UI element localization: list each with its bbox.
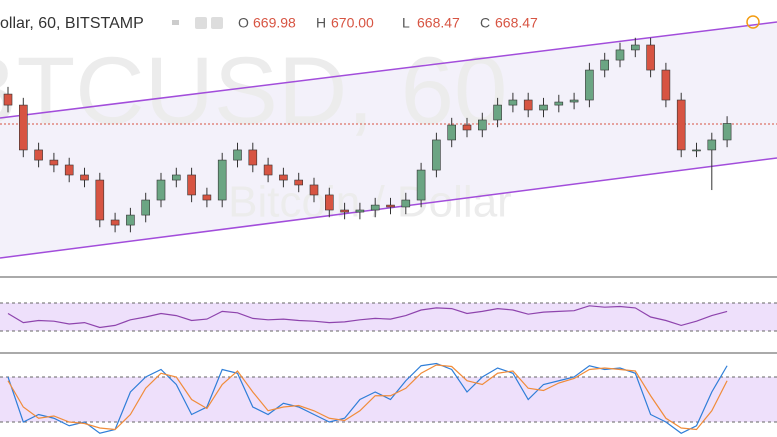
- candle-body: [34, 149, 43, 161]
- ohlc-label: L: [402, 15, 410, 31]
- candle-body: [600, 59, 610, 71]
- candle-body: [585, 69, 594, 101]
- candle-body: [477, 119, 487, 131]
- candle-body: [294, 179, 304, 186]
- indicator-line: [7, 364, 728, 431]
- candle-body: [18, 104, 28, 151]
- candle-body: [493, 104, 502, 121]
- ohlc-value: 668.47: [417, 15, 460, 31]
- channel-upper: [0, 21, 777, 119]
- candle-body: [416, 169, 426, 201]
- ohlc-label: H: [316, 15, 326, 31]
- candle-body: [141, 199, 150, 216]
- candle-body: [676, 99, 686, 151]
- ohlc-label: O: [238, 15, 249, 31]
- ohlc-value: 669.98: [253, 15, 296, 31]
- candle-body: [370, 204, 380, 211]
- candle-body: [263, 164, 273, 176]
- candle-body: [126, 214, 135, 226]
- candle-body: [95, 179, 105, 221]
- indicator-line: [7, 362, 728, 434]
- indicator-line: [7, 305, 728, 329]
- candle-body: [401, 199, 411, 208]
- candle-body: [523, 99, 533, 111]
- candle-body: [340, 209, 349, 213]
- candle-body: [707, 139, 717, 151]
- ohlc-value: 670.00: [331, 15, 374, 31]
- candle-body: [309, 184, 319, 196]
- candle-body: [202, 194, 212, 201]
- candle-body: [539, 104, 548, 111]
- indicator-band: [0, 303, 777, 331]
- candle-body: [187, 174, 196, 196]
- candle-body: [646, 44, 655, 71]
- candle-body: [80, 174, 89, 181]
- symbol: ollar, 60, BITSTAMP: [0, 15, 144, 32]
- candle-body: [233, 149, 242, 161]
- candle-body: [156, 179, 166, 201]
- candle-body: [661, 69, 671, 101]
- ohlc-label: C: [480, 15, 490, 31]
- watermark-sub: Bitcoin / Dollar: [228, 178, 512, 227]
- candle-body: [248, 149, 258, 166]
- icon[interactable]: [195, 17, 207, 29]
- candle-body: [692, 149, 701, 152]
- candle-body: [432, 139, 441, 171]
- candle-body: [217, 159, 227, 201]
- alert-icon[interactable]: [746, 15, 760, 29]
- candle-body: [630, 44, 640, 51]
- ohlc-value: 668.47: [495, 15, 538, 31]
- candle-body: [569, 99, 579, 103]
- candle-body: [447, 124, 457, 141]
- candle-body: [49, 159, 59, 166]
- candle-body: [355, 209, 365, 213]
- candle-body: [279, 174, 288, 181]
- candle-body: [508, 99, 518, 106]
- candle-body: [615, 49, 625, 61]
- channel-lower: [0, 157, 777, 259]
- candle-body: [64, 164, 74, 176]
- icon[interactable]: [172, 20, 179, 25]
- candle-body: [110, 219, 120, 226]
- channel-fill: [0, 22, 777, 258]
- candle-body: [3, 93, 13, 106]
- candle-body: [722, 123, 732, 141]
- candle-body: [172, 174, 181, 181]
- candle-body: [324, 194, 334, 211]
- candle-body: [462, 124, 472, 131]
- ohlc-header: O 669.98 H 670.00 L 668.47 C 668.47: [238, 15, 538, 31]
- indicator-band: [0, 377, 777, 422]
- watermark: BTCUSD, 60: [0, 37, 507, 144]
- plot: [0, 37, 777, 434]
- candle-body: [386, 204, 395, 208]
- candle-body: [554, 101, 564, 106]
- toolbar-icons: [172, 17, 223, 29]
- icon[interactable]: [211, 17, 223, 29]
